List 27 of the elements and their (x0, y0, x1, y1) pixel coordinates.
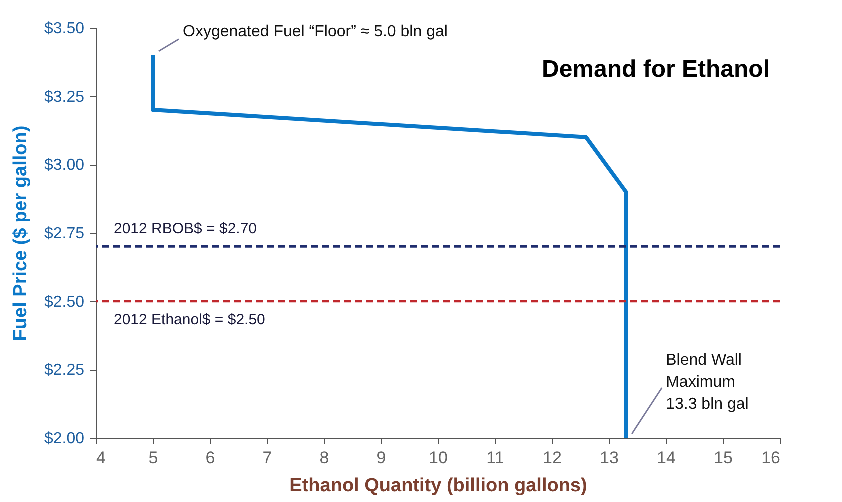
y-tick-label: $3.00 (44, 157, 85, 174)
x-tick-label: 7 (262, 448, 272, 468)
y-tick-label: $2.50 (44, 294, 85, 311)
y-tick-label: $3.25 (44, 88, 85, 106)
x-tick-label: 6 (206, 448, 216, 468)
x-tick-label: 16 (762, 448, 780, 468)
x-tick-label: 13 (600, 448, 619, 468)
x-tick-label: 12 (543, 448, 562, 468)
x-tick-label: 9 (376, 448, 386, 468)
x-tick-label: 15 (714, 448, 733, 468)
y-axis-title: Fuel Price ($ per gallon) (10, 126, 32, 342)
ref-line-label: 2012 Ethanol$ = $2.50 (114, 311, 266, 328)
x-axis-title: Ethanol Quantity (billion gallons) (290, 476, 588, 496)
x-tick-label: 11 (486, 448, 504, 468)
y-tick-label: $2.25 (44, 362, 85, 380)
x-tick-label: 5 (148, 448, 158, 468)
annotation: Blend Wall Maximum 13.3 bln gal (666, 352, 749, 413)
x-tick-label: 4 (96, 448, 106, 468)
x-tick-label: 10 (429, 448, 448, 468)
y-tick-label: $2.75 (44, 226, 85, 242)
y-tick-label: $2.00 (44, 430, 85, 448)
annotation: Oxygenated Fuel “Floor” ≈ 5.0 bln gal (183, 23, 448, 40)
x-tick-label: 8 (320, 448, 330, 468)
text: Demand for Ethanol (542, 56, 770, 83)
x-tick-label: 14 (657, 448, 676, 468)
ref-line-label: 2012 RBOB$ = $2.70 (114, 220, 258, 238)
y-tick-label: $3.50 (44, 20, 85, 38)
